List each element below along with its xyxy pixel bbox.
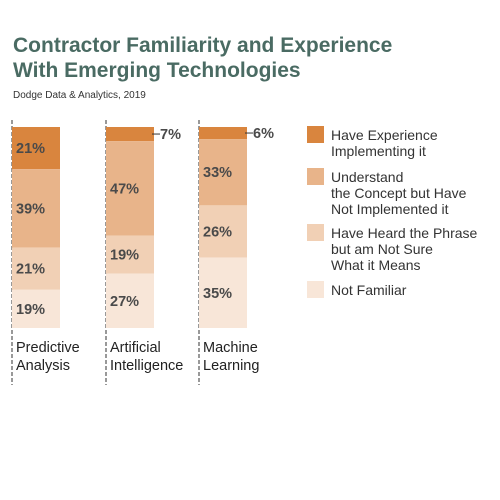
bar-segment-3-2	[199, 139, 247, 206]
chart-title: Contractor Familiarity and Experience Wi…	[13, 33, 493, 83]
bar-segment-2-1	[106, 127, 154, 142]
category-label: Intelligence	[110, 358, 183, 374]
data-label: 26%	[203, 225, 232, 241]
legend-swatch	[307, 126, 324, 143]
data-label: 21%	[16, 262, 45, 278]
data-label: 21%	[16, 141, 45, 157]
category-label: Learning	[203, 358, 259, 374]
legend-label: Implementing it	[331, 143, 426, 159]
bar-segment-3-4	[199, 257, 247, 328]
data-label: 6%	[253, 126, 274, 142]
data-label: 7%	[160, 127, 181, 143]
data-label: 19%	[16, 302, 45, 318]
legend-label: but am Not Sure	[331, 241, 433, 257]
legend-swatch	[307, 224, 324, 241]
data-label: 39%	[16, 201, 45, 217]
category-label: Machine	[203, 340, 258, 356]
data-label: 27%	[110, 294, 139, 310]
legend-label: Understand	[331, 169, 403, 185]
bar-segment-3-3	[199, 205, 247, 258]
legend-label: Have Heard the Phrase	[331, 225, 478, 241]
bar-segment-1-4	[12, 289, 60, 328]
bar-segment-3-1	[199, 127, 247, 140]
data-label: 35%	[203, 286, 232, 302]
data-label: 47%	[110, 181, 139, 197]
data-label: 33%	[203, 165, 232, 181]
bar-segment-1-2	[12, 169, 60, 248]
category-label: Predictive	[16, 340, 80, 356]
legend-label: What it Means	[331, 257, 420, 273]
bar-segment-2-4	[106, 273, 154, 328]
legend-label: Have Experience	[331, 127, 438, 143]
chart-title-line-1: Contractor Familiarity and Experience	[13, 34, 393, 57]
category-label: Analysis	[16, 358, 70, 374]
data-label: 19%	[110, 248, 139, 264]
bar-segment-1-3	[12, 247, 60, 290]
legend-swatch	[307, 168, 324, 185]
legend-swatch	[307, 281, 324, 298]
bar-segment-1-1	[12, 127, 60, 170]
category-label: Artificial	[110, 340, 161, 356]
bar-segment-2-3	[106, 235, 154, 274]
legend-label: the Concept but Have	[331, 185, 467, 201]
chart-source: Dodge Data & Analytics, 2019	[13, 90, 146, 101]
legend-label: Not Implemented it	[331, 201, 449, 217]
chart-title-line-2: With Emerging Technologies	[13, 59, 301, 82]
legend-label: Not Familiar	[331, 282, 407, 298]
bar-segment-2-2	[106, 141, 154, 236]
